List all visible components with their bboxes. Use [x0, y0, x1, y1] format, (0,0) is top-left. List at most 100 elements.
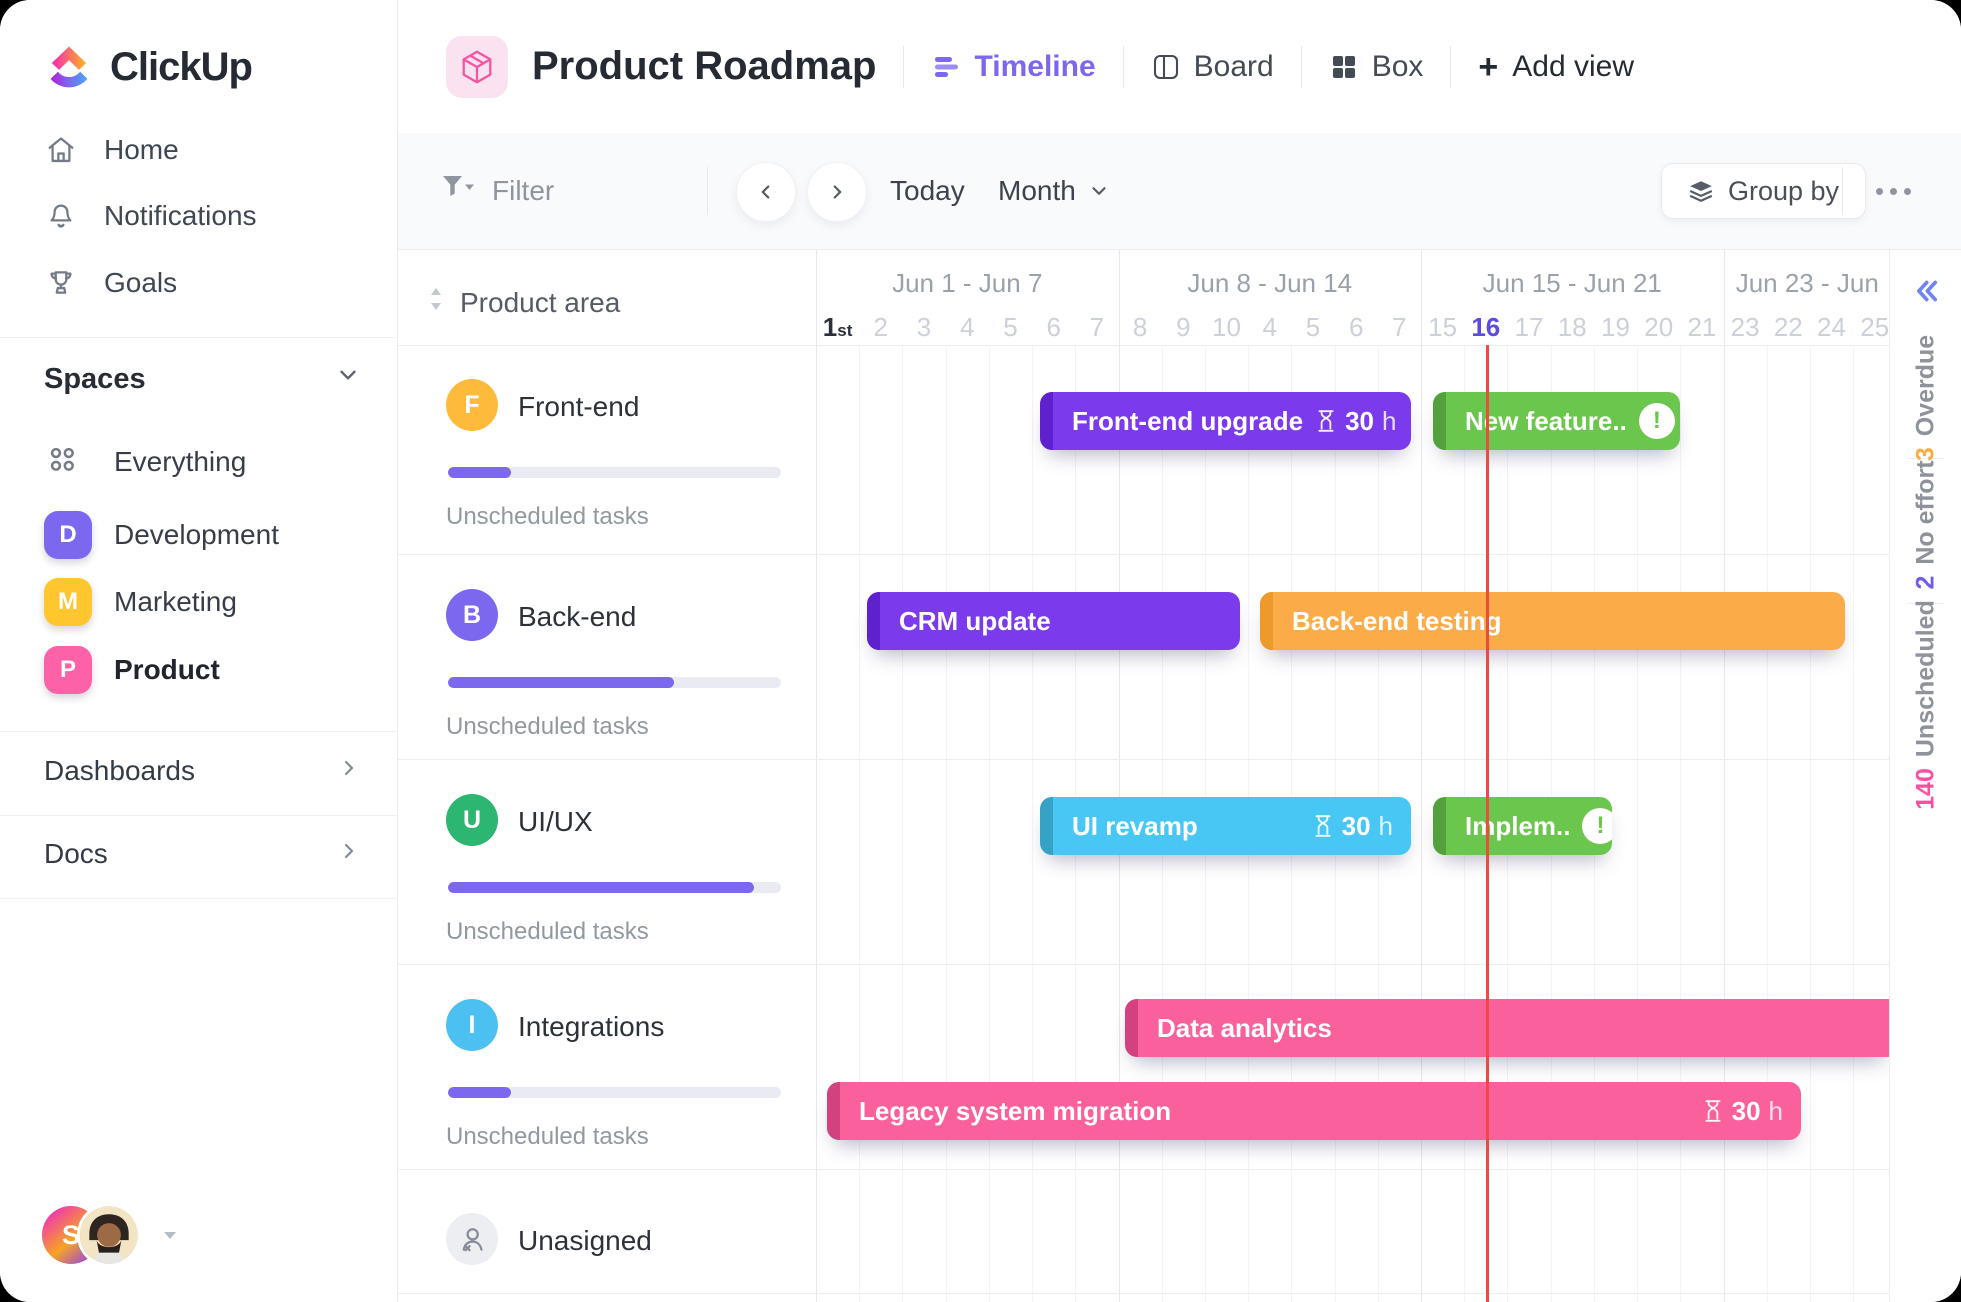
unscheduled-tasks-label[interactable]: Unscheduled tasks [446, 1123, 649, 1150]
day-label: 21 [1687, 312, 1717, 342]
task-bar-new-feature[interactable]: New feature..! [1433, 392, 1680, 450]
divider [1450, 45, 1452, 88]
status-count-no-effort: 2 No effort [1911, 460, 1940, 589]
sidebar-item-development[interactable]: D Development [44, 511, 279, 559]
grid-line [1809, 345, 1811, 1302]
status-count-value: 2 [1911, 575, 1939, 590]
sidebar-item-goals[interactable]: Goals [44, 263, 177, 303]
status-count-value: 140 [1911, 768, 1939, 810]
space-label: Marketing [114, 586, 237, 617]
column-header-product-area[interactable]: Product area [428, 286, 620, 319]
task-bar-crm-update[interactable]: CRM update [867, 592, 1240, 650]
day-label: 22 [1773, 312, 1803, 342]
progress-fill [448, 882, 755, 893]
task-hours: 30 h [1312, 811, 1393, 842]
task-bar-label: Implem.. [1465, 810, 1571, 841]
alert-icon: ! [1638, 403, 1675, 439]
tab-board[interactable]: Board [1151, 50, 1274, 84]
tab-label: Timeline [974, 49, 1096, 83]
task-bar-label: Back-end testing [1292, 605, 1502, 636]
sidebar-item-docs[interactable]: Docs [44, 832, 361, 876]
filter-button[interactable]: Filter [442, 133, 554, 249]
user-avatars[interactable]: S [42, 1206, 180, 1264]
timeline-view-icon [931, 52, 961, 82]
hours-value: 30 [1731, 1095, 1761, 1126]
sidebar-item-home[interactable]: Home [44, 130, 179, 170]
day-suffix: st [837, 321, 853, 340]
hours-unit: h [1382, 405, 1397, 436]
filter-label: Filter [492, 175, 555, 206]
task-bar-front-end-upgrade[interactable]: Front-end upgrade 30 h [1040, 392, 1411, 450]
grid-line [1853, 345, 1855, 1302]
sidebar-item-dashboards[interactable]: Dashboards [44, 749, 361, 793]
everything-grid-icon [44, 441, 92, 484]
sidebar-item-notifications[interactable]: Notifications [44, 196, 257, 236]
add-view-button[interactable]: + Add view [1478, 50, 1634, 84]
user-avatar[interactable] [80, 1206, 138, 1264]
task-bar-label: UI revamp [1072, 810, 1198, 841]
row-avatar: I [446, 999, 498, 1051]
day-label: 5 [1003, 312, 1018, 342]
status-count-overdue: 3 Overdue [1911, 335, 1940, 461]
clickup-logo-icon [42, 36, 96, 99]
row-avatar: U [446, 794, 498, 846]
task-bar-label: CRM update [899, 605, 1051, 636]
grid-line [816, 250, 817, 1302]
next-period-button[interactable] [807, 162, 867, 222]
hours-value: 30 [1341, 810, 1371, 841]
timeline-grid: Product area Jun 1 - Jun 7 1st 2 3 4 5 6 7 Jun 8… [398, 250, 1890, 1302]
task-bar-ui-revamp[interactable]: UI revamp 30 h [1040, 797, 1411, 855]
unscheduled-tasks-label[interactable]: Unscheduled tasks [446, 918, 649, 945]
plus-icon: + [1478, 47, 1499, 86]
alert-icon: ! [1582, 808, 1612, 844]
sidebar-item-label: Home [104, 134, 179, 165]
page-header: Product Roadmap Timeline Board Box + Add v… [398, 0, 1961, 133]
zoom-level-dropdown[interactable]: Month [998, 133, 1110, 249]
prev-period-button[interactable] [736, 162, 796, 222]
collapse-panel-icon[interactable] [1909, 274, 1943, 308]
tab-box[interactable]: Box [1329, 50, 1423, 84]
space-avatar: M [44, 578, 92, 626]
more-options-button[interactable] [1876, 133, 1911, 249]
unscheduled-tasks-label[interactable]: Unscheduled tasks [446, 503, 649, 530]
grid-line [1421, 250, 1422, 1302]
row-label: Integrations [518, 1011, 665, 1042]
divider [1907, 458, 1944, 459]
grid-line [988, 345, 990, 1302]
sidebar-item-marketing[interactable]: M Marketing [44, 578, 237, 626]
layers-icon [1688, 178, 1714, 204]
space-label: Development [114, 519, 279, 550]
progress-fill [448, 677, 675, 688]
today-button[interactable]: Today [890, 175, 965, 206]
row-label: Front-end [518, 391, 640, 422]
task-bar-legacy-system-migration[interactable]: Legacy system migration 30 h [827, 1082, 1801, 1140]
day-label: 16 [1471, 312, 1501, 342]
task-bar-data-analytics[interactable]: Data analytics [1125, 999, 1890, 1057]
timeline-row-unasigned: Unasigned [398, 1170, 1890, 1294]
sidebar-item-everything[interactable]: Everything [44, 438, 246, 486]
day-number: 1 [822, 312, 838, 342]
clickup-logo[interactable]: ClickUp [42, 36, 253, 99]
sidebar-item-product[interactable]: P Product [44, 646, 220, 694]
chevron-down-icon [335, 362, 361, 396]
divider [1842, 167, 1843, 215]
day-label: 17 [1514, 312, 1544, 342]
grid-line [945, 345, 947, 1302]
divider [1907, 603, 1944, 604]
task-bar-implem[interactable]: Implem..! [1433, 797, 1612, 855]
tab-label: Board [1193, 49, 1274, 83]
group-by-button[interactable]: Group by [1661, 163, 1867, 219]
hours-unit: h [1378, 810, 1393, 841]
grid-line [1637, 345, 1639, 1302]
spaces-header[interactable]: Spaces [44, 362, 361, 396]
tab-timeline[interactable]: Timeline [931, 49, 1096, 84]
divider [0, 898, 397, 899]
day-label: 20 [1644, 312, 1674, 342]
day-label: 3 [916, 312, 932, 342]
divider [0, 337, 397, 338]
unscheduled-tasks-label[interactable]: Unscheduled tasks [446, 713, 649, 740]
status-count-label: Overdue [1911, 334, 1939, 437]
row-label: Back-end [518, 601, 637, 632]
hours-unit: h [1768, 1095, 1783, 1126]
task-bar-back-end-testing[interactable]: Back-end testing [1260, 592, 1845, 650]
